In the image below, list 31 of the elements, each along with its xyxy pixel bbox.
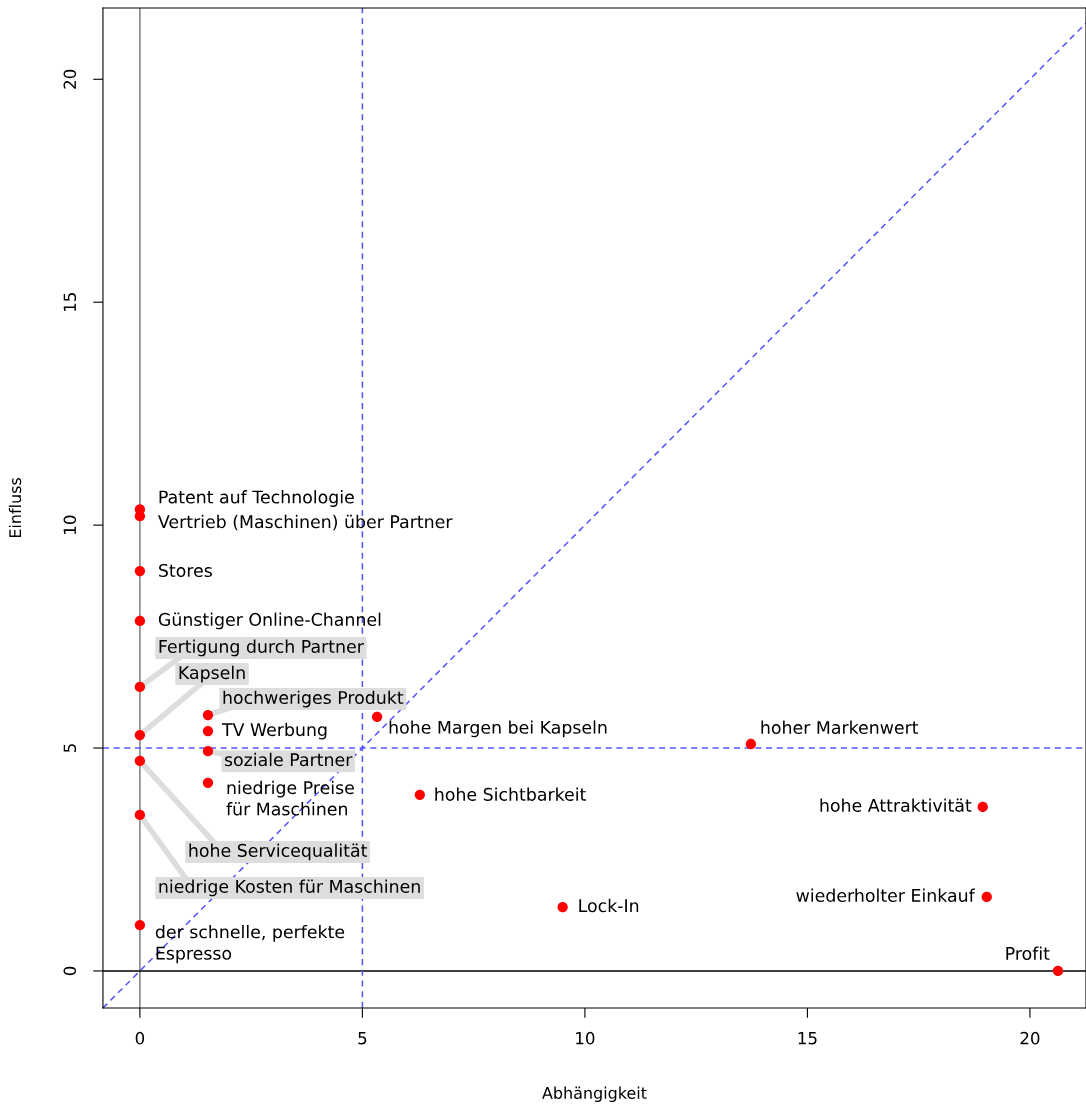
y-tick-label: 15: [63, 293, 77, 311]
annotation: hohe Servicequalität: [189, 843, 368, 861]
annotation: hohe Attraktivität: [820, 798, 972, 812]
y-tick-label: 20: [63, 69, 77, 89]
annotation: Patent auf Technologie: [159, 490, 354, 507]
annotation: wiederholter Einkauf: [796, 888, 976, 902]
annotation: TV Werbung: [221, 722, 327, 740]
y-tick-label: 10: [63, 515, 77, 534]
annotation: Günstiger Online-Channel: [158, 612, 381, 630]
annotation: hohe Sichtbarkeit: [435, 787, 586, 801]
y-axis-title: Einfluss: [8, 477, 22, 538]
x-tick-label: 20: [1020, 1031, 1040, 1045]
annotation: Lock-In: [579, 898, 639, 913]
annotation: hohe Margen bei Kapseln: [389, 720, 607, 738]
annotation: niedrige Kosten für Maschinen: [159, 879, 420, 897]
annotation: hochweriges Produkt: [223, 690, 404, 708]
annotation: Kapseln: [179, 665, 245, 683]
x-tick-label: 5: [358, 1032, 367, 1045]
annotation: Stores: [159, 563, 212, 578]
annotation: Fertigung durch Partner: [159, 639, 364, 657]
x-tick-label: 0: [135, 1031, 145, 1045]
annotation: Profit: [1006, 946, 1050, 960]
y-tick-label: 5: [63, 744, 77, 753]
annotation: der schnelle, perfekte Espresso: [155, 924, 345, 964]
annotation: Vertrieb (Maschinen) über Partner: [158, 514, 453, 531]
x-axis-title: Abhängigkeit: [542, 1086, 647, 1103]
annotation: niedrige Preise für Maschinen: [226, 780, 354, 816]
x-tick-label: 15: [798, 1032, 817, 1045]
y-tick-label: 0: [63, 966, 77, 976]
x-tick-label: 10: [576, 1031, 595, 1045]
annotation: hoher Markenwert: [761, 720, 919, 735]
